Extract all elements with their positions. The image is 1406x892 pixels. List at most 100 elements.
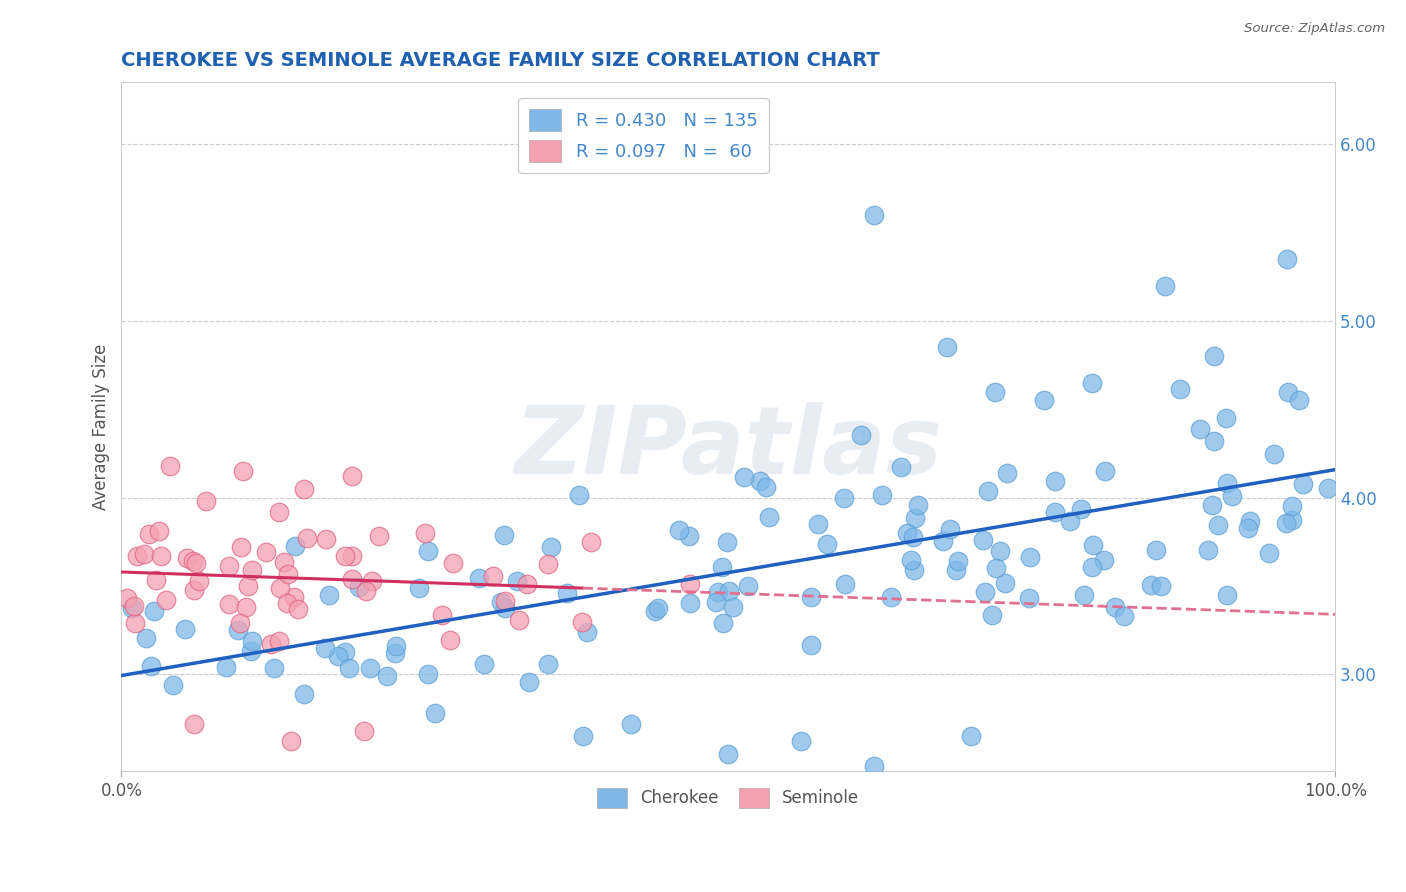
Point <box>276 596 298 610</box>
Point <box>863 208 886 222</box>
Point <box>1019 550 1042 565</box>
Point <box>122 599 145 614</box>
Point <box>1081 376 1104 390</box>
Point <box>863 759 886 773</box>
Point <box>986 561 1008 575</box>
Point <box>907 498 929 512</box>
Point <box>413 525 436 540</box>
Point <box>240 634 263 648</box>
Point <box>229 540 252 554</box>
Point <box>195 494 218 508</box>
Point <box>571 615 593 630</box>
Point <box>408 581 430 595</box>
Point <box>988 544 1011 558</box>
Point <box>932 534 955 549</box>
Point <box>135 631 157 645</box>
Point <box>228 615 250 630</box>
Point <box>1237 521 1260 535</box>
Point <box>1073 588 1095 602</box>
Point <box>425 706 447 721</box>
Point <box>935 340 957 354</box>
Point <box>340 572 363 586</box>
Point <box>1081 559 1104 574</box>
Point <box>945 563 967 577</box>
Point <box>1216 588 1239 602</box>
Point <box>468 571 491 585</box>
Point <box>568 488 591 502</box>
Point <box>333 645 356 659</box>
Point <box>960 729 983 743</box>
Point <box>127 549 149 564</box>
Point <box>973 585 995 599</box>
Point <box>173 623 195 637</box>
Point <box>1150 578 1173 592</box>
Point <box>188 574 211 589</box>
Point <box>314 641 336 656</box>
Point <box>800 590 823 604</box>
Point <box>124 615 146 630</box>
Point <box>834 577 856 591</box>
Point <box>984 384 1007 399</box>
Point <box>508 613 530 627</box>
Point <box>375 669 398 683</box>
Point <box>900 552 922 566</box>
Point <box>1316 481 1339 495</box>
Point <box>441 556 464 570</box>
Point <box>273 555 295 569</box>
Point <box>292 482 315 496</box>
Point <box>159 458 181 473</box>
Point <box>232 464 254 478</box>
Point <box>494 601 516 615</box>
Point <box>162 678 184 692</box>
Point <box>361 574 384 589</box>
Point <box>1201 498 1223 512</box>
Point <box>280 734 302 748</box>
Point <box>339 661 361 675</box>
Point <box>1154 278 1177 293</box>
Point <box>790 734 813 748</box>
Point <box>994 575 1017 590</box>
Point <box>755 480 778 494</box>
Point <box>815 537 838 551</box>
Point <box>799 638 821 652</box>
Point <box>1257 546 1279 560</box>
Text: ZIPatlas: ZIPatlas <box>515 401 942 493</box>
Point <box>155 593 177 607</box>
Point <box>1114 608 1136 623</box>
Point <box>1239 514 1261 528</box>
Point <box>132 547 155 561</box>
Point <box>981 607 1004 622</box>
Point <box>540 541 562 555</box>
Point <box>707 585 730 599</box>
Point <box>1144 543 1167 558</box>
Point <box>1043 505 1066 519</box>
Point <box>733 470 755 484</box>
Point <box>315 533 337 547</box>
Point <box>494 593 516 607</box>
Point <box>183 716 205 731</box>
Point <box>716 535 738 549</box>
Point <box>1188 422 1211 436</box>
Point <box>186 557 208 571</box>
Point <box>368 529 391 543</box>
Point <box>238 579 260 593</box>
Point <box>977 483 1000 498</box>
Point <box>576 624 599 639</box>
Point <box>896 526 918 541</box>
Point <box>1277 385 1299 400</box>
Point <box>749 474 772 488</box>
Point <box>181 554 204 568</box>
Point <box>581 535 603 549</box>
Point <box>1208 518 1230 533</box>
Point <box>668 523 690 537</box>
Point <box>176 551 198 566</box>
Text: Source: ZipAtlas.com: Source: ZipAtlas.com <box>1244 22 1385 36</box>
Point <box>832 491 855 505</box>
Point <box>711 615 734 630</box>
Point <box>737 579 759 593</box>
Point <box>1140 578 1163 592</box>
Point <box>1092 552 1115 566</box>
Point <box>297 532 319 546</box>
Point <box>287 602 309 616</box>
Point <box>557 586 579 600</box>
